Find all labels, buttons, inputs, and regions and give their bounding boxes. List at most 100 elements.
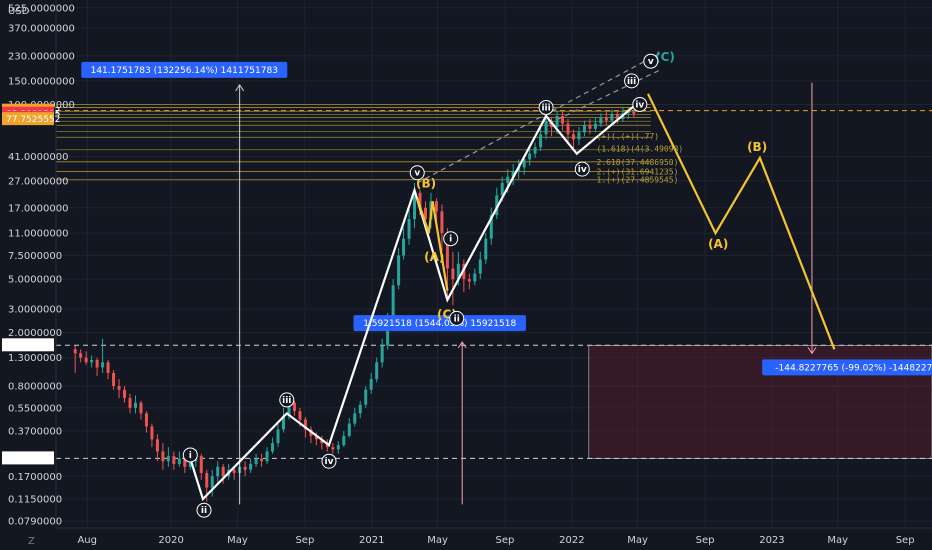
candle-body (451, 268, 455, 280)
y-tick-label: 0.5500000 (8, 403, 62, 414)
wave-label: (C) (655, 50, 675, 64)
measure-label-bg (762, 359, 932, 376)
candle-body (397, 255, 401, 286)
wave-circle-label: iv (325, 457, 334, 467)
x-tick-label: Sep (896, 535, 915, 546)
candle-body (347, 423, 351, 436)
candle-body (331, 447, 335, 450)
y-tick-label: 7.5000000 (8, 251, 62, 262)
candle-body (413, 192, 417, 220)
candle-body (276, 429, 280, 444)
y-tick-label: 0.8000000 (8, 381, 62, 392)
candle-body (254, 458, 258, 464)
price-tags: 89.899742285.30815152d 4h77.75255521.606… (2, 103, 60, 465)
candle-body (511, 170, 515, 177)
candle-body (358, 404, 362, 414)
candle-body (232, 469, 236, 473)
y-tick-label: 5.0000000 (8, 275, 62, 286)
fib-level-label: 2.618(37.4486950) (597, 158, 679, 167)
candle-body (133, 402, 137, 408)
candle-body (139, 402, 143, 414)
candle-body (144, 413, 148, 427)
candle-body (73, 349, 77, 354)
price-tag-label: 0.2309549 (6, 454, 55, 464)
candle-body (303, 419, 307, 430)
candle-body (500, 183, 504, 196)
price-tag-label: 1.6068909 (6, 341, 55, 351)
candle-body (593, 123, 597, 129)
candle-body (79, 353, 83, 358)
y-tick-label: 27.0000000 (8, 176, 68, 187)
y-tick-label: 3.0000000 (8, 304, 62, 315)
y-tick-label: 0.3700000 (8, 426, 62, 437)
candle-body (260, 458, 264, 462)
candle-body (582, 125, 586, 133)
x-tick-label: Sep (295, 535, 314, 546)
wave-label: (A) (708, 237, 728, 251)
candle-body (391, 285, 395, 320)
candle-body (528, 153, 532, 160)
y-tick-label: 41.0000000 (8, 152, 68, 163)
candle-body (95, 359, 99, 368)
candle-body (440, 211, 444, 234)
channel-line (416, 52, 660, 184)
measure-tools: 141.1751783 (132256.14%) 1411751783 1.592… (81, 61, 932, 505)
fib-labels: 2.618(37.4486950)2.(+)(31.6941235)1.(+)(… (597, 132, 684, 185)
candle-body (375, 362, 379, 380)
measure-label-bg (81, 61, 288, 78)
measure-label: -144.8227765 (-99.02%) -1448227765 (775, 363, 932, 373)
measure-arrow (807, 347, 817, 355)
x-tick-label: May (427, 535, 448, 546)
candle-body (489, 215, 493, 239)
candle-body (423, 207, 427, 220)
candle-body (571, 134, 575, 140)
candle-body (199, 456, 203, 473)
candle-body (281, 415, 285, 430)
wave-circle-label: iii (282, 396, 291, 406)
candle-body (566, 123, 570, 135)
y-tick-label: 11.0000000 (8, 229, 68, 240)
candle-body (522, 159, 526, 168)
candle-body (106, 362, 110, 373)
wave-circle (449, 310, 465, 326)
x-tick-label: Sep (496, 535, 515, 546)
wave-path (647, 93, 836, 350)
price-tag-label: 77.7525552 (6, 115, 60, 125)
measure-arrow (235, 83, 245, 92)
wave-path (189, 98, 644, 502)
price-tag-bg (2, 338, 54, 352)
measure-arrow (457, 341, 467, 349)
candle-body (445, 233, 449, 269)
x-tick-label: Aug (77, 535, 97, 546)
wave-circle-label: i (449, 235, 452, 245)
wave-circle-label: iii (541, 103, 550, 113)
candle-body (101, 362, 105, 368)
candle-body (615, 113, 619, 119)
x-tick-label: May (827, 535, 848, 546)
measure-label: 1.5921518 (1544.05%) 15921518 (363, 319, 516, 329)
wave-paths (189, 93, 836, 502)
candle-body (577, 132, 581, 140)
candle-body (216, 466, 220, 477)
candle-body (128, 398, 132, 408)
candle-body (353, 413, 357, 424)
candle-body (183, 458, 187, 467)
y-tick-label: 0.0790000 (8, 516, 62, 527)
settings-icon[interactable]: Z (28, 536, 35, 547)
wave-label: (A) (424, 250, 444, 264)
x-axis[interactable]: Aug 2020 May Sep 2021 May Sep 2022 May Sep 2023 May… (56, 527, 932, 546)
candle-body (84, 357, 88, 363)
y-tick-label: 17.0000000 (8, 203, 68, 214)
candle-body (402, 238, 406, 256)
candle-body (604, 117, 608, 121)
candle-body (369, 379, 373, 390)
candle-body (626, 111, 630, 114)
candle-body (188, 461, 192, 467)
wave-circle (643, 53, 659, 69)
candle-body (386, 319, 390, 346)
price-tag-bg (2, 112, 54, 126)
candle-body (418, 192, 422, 208)
candle-body (287, 402, 291, 416)
